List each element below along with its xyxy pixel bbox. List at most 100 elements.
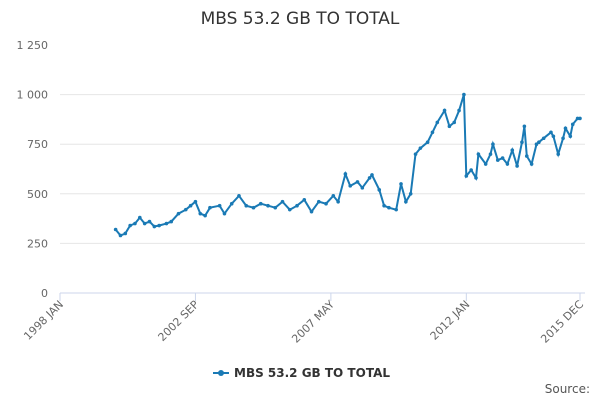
point bbox=[551, 134, 556, 139]
point bbox=[343, 172, 348, 176]
point bbox=[377, 188, 382, 192]
point bbox=[563, 126, 568, 131]
point bbox=[474, 176, 478, 180]
y-tick-label: 0 bbox=[41, 287, 48, 300]
point bbox=[520, 140, 524, 145]
point bbox=[541, 136, 546, 141]
point bbox=[404, 199, 408, 204]
point bbox=[394, 207, 398, 212]
point bbox=[408, 192, 413, 196]
point bbox=[324, 201, 328, 206]
point bbox=[469, 168, 473, 172]
point bbox=[355, 180, 360, 184]
point bbox=[142, 221, 147, 226]
x-tick-label: 1998 JAN bbox=[21, 298, 66, 343]
point bbox=[522, 124, 527, 129]
point bbox=[157, 223, 161, 228]
point bbox=[217, 203, 222, 208]
point bbox=[413, 152, 418, 156]
chart-title: MBS 53.2 GB TO TOTAL bbox=[201, 9, 400, 29]
source: Source: bbox=[545, 382, 590, 396]
point bbox=[164, 221, 169, 226]
point bbox=[515, 164, 519, 168]
point bbox=[495, 158, 500, 162]
point bbox=[462, 92, 466, 97]
point bbox=[430, 130, 435, 135]
point bbox=[287, 207, 292, 212]
point bbox=[457, 108, 461, 113]
point bbox=[302, 197, 307, 202]
point bbox=[447, 124, 452, 129]
point bbox=[534, 142, 539, 146]
point bbox=[183, 207, 188, 212]
point bbox=[556, 152, 561, 156]
point bbox=[113, 227, 118, 232]
y-tick-label: 500 bbox=[27, 188, 48, 201]
point bbox=[295, 203, 299, 208]
point bbox=[208, 205, 212, 210]
point bbox=[505, 162, 510, 166]
series-line bbox=[114, 94, 580, 237]
legend-marker bbox=[218, 370, 224, 376]
point bbox=[529, 162, 534, 166]
point bbox=[198, 211, 203, 216]
point bbox=[331, 193, 336, 198]
point bbox=[500, 156, 505, 160]
point bbox=[266, 203, 270, 208]
point bbox=[510, 148, 515, 152]
legend-label: MBS 53.2 GB TO TOTAL bbox=[234, 366, 390, 380]
point bbox=[387, 205, 391, 210]
point bbox=[258, 201, 263, 206]
point bbox=[561, 136, 565, 141]
point bbox=[370, 173, 374, 177]
point bbox=[309, 209, 314, 214]
point bbox=[280, 199, 285, 204]
point bbox=[133, 221, 137, 226]
point bbox=[435, 120, 440, 125]
point bbox=[118, 233, 123, 238]
point bbox=[425, 140, 430, 145]
point bbox=[382, 203, 386, 208]
point bbox=[193, 199, 198, 204]
point bbox=[491, 142, 495, 146]
point bbox=[123, 231, 128, 236]
point bbox=[203, 213, 207, 218]
x-tick-label: 2012 JAN bbox=[428, 298, 473, 343]
point bbox=[578, 116, 582, 121]
x-tick-label: 2015 DEC bbox=[538, 298, 586, 346]
x-tick-label: 2007 MAY bbox=[289, 298, 337, 346]
point bbox=[537, 140, 541, 145]
y-tick-label: 1 000 bbox=[17, 89, 49, 102]
point bbox=[169, 219, 174, 224]
point bbox=[316, 199, 321, 204]
point bbox=[488, 152, 493, 156]
y-tick-label: 750 bbox=[27, 138, 48, 151]
x-tick-label: 2002 SEP bbox=[156, 298, 202, 344]
point bbox=[336, 199, 340, 204]
point bbox=[524, 154, 529, 158]
point bbox=[176, 211, 181, 216]
point bbox=[452, 120, 457, 125]
point bbox=[222, 211, 227, 216]
point bbox=[570, 122, 575, 127]
point bbox=[229, 201, 234, 206]
point bbox=[568, 134, 573, 139]
point bbox=[251, 205, 256, 210]
point bbox=[464, 174, 469, 178]
point bbox=[128, 223, 132, 228]
point bbox=[147, 219, 152, 224]
point bbox=[442, 108, 447, 113]
y-tick-label: 250 bbox=[27, 237, 48, 250]
point bbox=[367, 176, 372, 180]
point bbox=[418, 146, 423, 150]
point bbox=[360, 186, 365, 190]
point bbox=[549, 130, 553, 135]
point bbox=[138, 215, 142, 220]
point bbox=[152, 224, 157, 229]
point bbox=[483, 162, 488, 166]
point bbox=[244, 203, 249, 208]
point bbox=[399, 182, 403, 186]
point bbox=[188, 203, 193, 208]
point bbox=[273, 205, 278, 210]
